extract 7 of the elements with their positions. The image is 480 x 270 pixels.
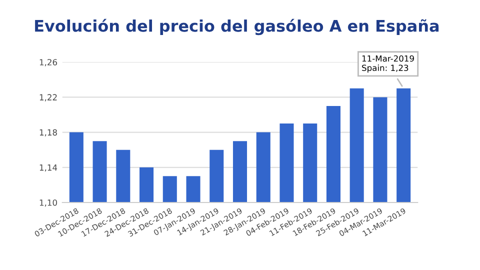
chart-title: Evolución del precio del gasóleo A en España: [35, 18, 439, 36]
y-tick-label: 1,18: [40, 129, 57, 136]
y-tick-label: 1,14: [40, 164, 58, 172]
annotation: 11-Mar-2019 Spain: 1,23: [362, 55, 414, 73]
y-tick-label: 1,26: [40, 59, 58, 66]
y-tick-label: 1,22: [40, 94, 57, 102]
y-tick-label: 1,10: [40, 199, 57, 207]
